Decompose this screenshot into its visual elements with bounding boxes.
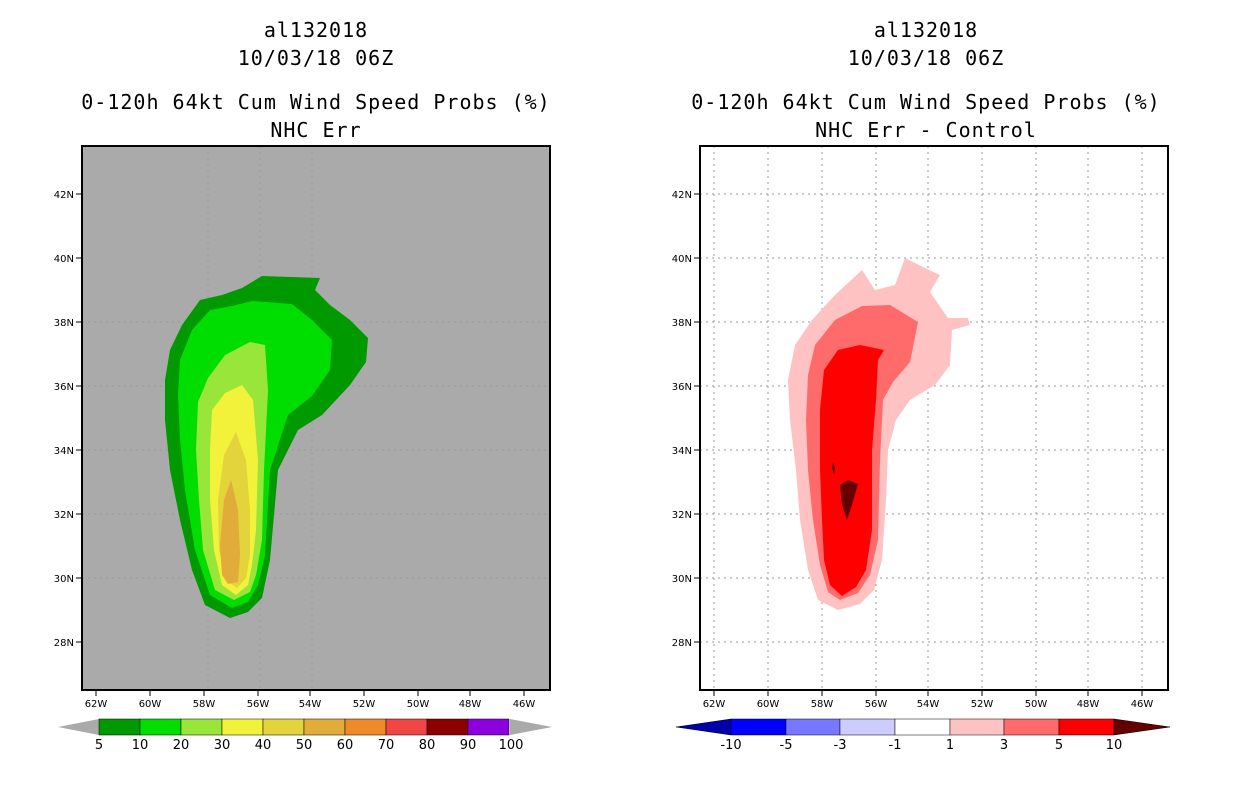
left-lon-label: 46W (513, 699, 536, 710)
left-subtitle: NHC Err (270, 118, 362, 142)
left-product-title: 0-120h 64kt Cum Wind Speed Probs (%) (81, 90, 551, 114)
right-lon-label: 56W (865, 699, 888, 710)
diff-contour-10-small (832, 462, 835, 474)
right-colorbar-cell (1003, 718, 1060, 736)
right-colorbar-label: 1 (946, 738, 954, 753)
right-lat-label: 42N (672, 190, 692, 201)
left-lon-label: 52W (353, 699, 376, 710)
right-colorbar: -10 -5 -3 -1 1 3 5 10 (675, 718, 1171, 753)
right-colorbar-label: -1 (889, 738, 902, 753)
right-colorbar-high-arrow (1113, 718, 1171, 736)
left-colorbar-cell (385, 718, 428, 736)
left-colorbar-label: 40 (255, 738, 272, 753)
left-colorbar-label: 70 (378, 738, 395, 753)
left-lon-label: 56W (247, 699, 270, 710)
right-colorbar-label: 5 (1055, 738, 1063, 753)
left-lon-label: 48W (459, 699, 482, 710)
right-colorbar-cell (894, 718, 951, 736)
left-colorbar-label: 90 (460, 738, 477, 753)
left-colorbar-label: 50 (296, 738, 313, 753)
right-colorbar-label: -10 (720, 738, 741, 753)
left-colorbar-cell (262, 718, 305, 736)
left-map: 42N 40N 38N 36N 34N 32N 30N 28N 62W 60W … (54, 145, 552, 753)
left-lon-label: 58W (193, 699, 216, 710)
left-colorbar-label: 30 (214, 738, 231, 753)
left-colorbar-cell (467, 718, 510, 736)
left-colorbar-label: 20 (173, 738, 190, 753)
right-lat-label: 36N (672, 382, 692, 393)
right-lon-label: 46W (1131, 699, 1154, 710)
left-colorbar: 5 10 20 30 40 50 60 70 80 90 100 (58, 718, 552, 753)
left-colorbar-label: 10 (132, 738, 149, 753)
diff-contour-5 (820, 345, 884, 596)
right-colorbar-low-arrow (675, 718, 732, 736)
left-map-frame (81, 145, 551, 691)
prob-contour-50 (220, 480, 240, 584)
right-lon-label: 48W (1077, 699, 1100, 710)
left-colorbar-cell (221, 718, 264, 736)
right-storm-id: al132018 (873, 18, 979, 42)
right-lat-label: 38N (672, 318, 692, 329)
right-lat-label: 28N (672, 638, 692, 649)
right-map-frame (699, 145, 1169, 691)
right-colorbar-cell (949, 718, 1005, 736)
right-lat-label: 30N (672, 574, 692, 585)
right-lon-label: 58W (811, 699, 834, 710)
right-lon-label: 50W (1025, 699, 1048, 710)
right-colorbar-cell (785, 718, 841, 736)
left-colorbar-cell (98, 718, 141, 736)
left-colorbar-cell (426, 718, 469, 736)
left-lat-label: 38N (54, 318, 74, 329)
right-ticks (694, 193, 1143, 696)
left-lon-label: 62W (85, 699, 108, 710)
left-lon-label: 54W (299, 699, 322, 710)
right-colorbar-label: 10 (1106, 738, 1123, 753)
left-lat-label: 34N (54, 446, 74, 457)
right-colorbar-cell (730, 718, 787, 736)
left-lat-label: 28N (54, 638, 74, 649)
left-colorbar-label: 5 (95, 738, 103, 753)
right-lon-label: 60W (757, 699, 780, 710)
left-colorbar-low-arrow (58, 719, 99, 735)
left-lat-label: 30N (54, 574, 74, 585)
left-colorbar-label: 60 (337, 738, 354, 753)
left-lon-label: 60W (139, 699, 162, 710)
right-colorbar-label: -3 (834, 738, 847, 753)
right-map: 42N 40N 38N 36N 34N 32N 30N 28N 62W 60W … (672, 145, 1171, 753)
right-lon-label: 52W (971, 699, 994, 710)
left-colorbar-label: 100 (499, 738, 524, 753)
right-lon-label: 54W (917, 699, 940, 710)
right-map-background (700, 146, 1168, 690)
right-lon-label: 62W (703, 699, 726, 710)
right-colorbar-cell (1058, 718, 1115, 736)
left-colorbar-cell (303, 718, 346, 736)
left-datetime: 10/03/18 06Z (237, 46, 395, 70)
right-colorbar-cell (839, 718, 896, 736)
left-ticks (76, 193, 525, 696)
left-colorbar-cell (180, 718, 223, 736)
left-colorbar-cell (139, 718, 182, 736)
right-colorbar-label: 3 (1000, 738, 1008, 753)
right-subtitle: NHC Err - Control (815, 118, 1037, 142)
left-colorbar-label: 80 (419, 738, 436, 753)
left-colorbar-high-arrow (510, 719, 552, 735)
left-colorbar-cell (344, 718, 387, 736)
left-lat-label: 36N (54, 382, 74, 393)
left-lon-label: 50W (407, 699, 430, 710)
left-storm-id: al132018 (263, 18, 369, 42)
right-lat-label: 32N (672, 510, 692, 521)
right-lat-label: 34N (672, 446, 692, 457)
left-lat-label: 42N (54, 190, 74, 201)
left-lat-label: 32N (54, 510, 74, 521)
right-colorbar-label: -5 (780, 738, 793, 753)
left-lat-label: 40N (54, 254, 74, 265)
right-datetime: 10/03/18 06Z (847, 46, 1005, 70)
right-lat-label: 40N (672, 254, 692, 265)
diff-contour-10 (840, 480, 858, 520)
right-product-title: 0-120h 64kt Cum Wind Speed Probs (%) (691, 90, 1161, 114)
